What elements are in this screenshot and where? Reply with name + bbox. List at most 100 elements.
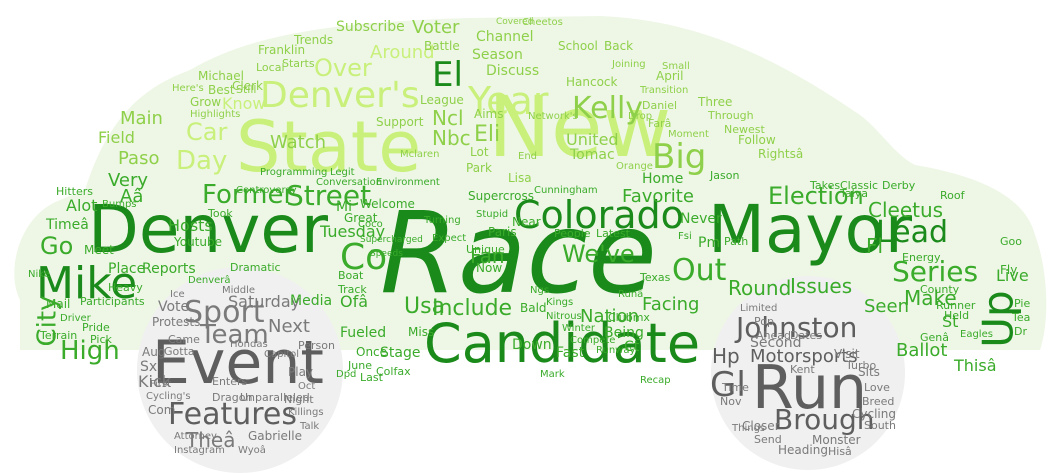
word-aa: Aâ [120, 186, 144, 207]
word-people: People [554, 227, 591, 240]
word-very: Very [108, 170, 149, 191]
word-welcome: Welcome [360, 197, 415, 211]
word-colorado: Colorado [514, 193, 684, 237]
word-back: Back [604, 39, 634, 53]
word-make: Make [904, 286, 957, 310]
word-held: Held [944, 309, 970, 322]
word-vote: Vote [158, 299, 190, 315]
word-attorney: Attorney [174, 431, 217, 442]
word-unique: Unique [466, 243, 505, 256]
word-voter: Voter [412, 17, 460, 38]
word-turbo: Turbo [846, 359, 877, 372]
word-hosts: Hosts [168, 216, 213, 235]
rear-wheel-disc [711, 276, 905, 470]
word-capitol: Capitol [264, 349, 300, 360]
word-dr: Dr [1014, 325, 1027, 338]
word-stage: Stage [380, 345, 421, 361]
word-mayor: Mayor [708, 191, 912, 268]
word-fara: Farâ [648, 117, 672, 130]
word-talya: Talya [840, 187, 868, 200]
word-newest: Newest [724, 123, 765, 136]
word-limited: Limited [740, 303, 778, 314]
word-driver: Driver [60, 313, 91, 324]
word-sits: Sits [858, 365, 880, 379]
word-gotta: Gotta [164, 345, 195, 358]
word-orange: Orange [616, 161, 653, 172]
word-go: Go [40, 232, 74, 260]
word-goo: Goo [1000, 235, 1022, 248]
word-seen: Seen [864, 296, 909, 317]
word-supercharged: Supercharged [360, 235, 423, 245]
word-breed: Breed [862, 395, 895, 408]
word-series: Series [892, 255, 979, 288]
word-transition: Transition [640, 85, 689, 96]
word-kings: Kings [546, 297, 574, 308]
word-roof: Roof [940, 189, 965, 202]
word-tuesday: Tuesday [320, 222, 386, 241]
word-never: Never [680, 211, 722, 227]
word-facing: Facing [642, 294, 700, 315]
word-expect: Expect [432, 233, 467, 244]
word-brough: Brough [774, 403, 875, 436]
word-run: Run [752, 353, 868, 423]
word-speeds: Speeds [370, 249, 403, 259]
word-media: Media [290, 293, 333, 309]
word-takes: Takes [810, 179, 841, 192]
word-kelly: Kelly [572, 91, 644, 126]
word-controversy: Controversy [236, 185, 297, 196]
word-miss: Miss [408, 325, 435, 339]
word-big: Big [652, 137, 707, 177]
word-latest: Latest [596, 227, 630, 240]
word-new: New [488, 78, 672, 176]
word-tea: Tea [1012, 311, 1031, 324]
word-last: Last [360, 371, 383, 384]
word-send: Send [754, 433, 782, 446]
word-dragon: Dragon [212, 391, 253, 404]
word-hp: Hp [712, 344, 740, 368]
word-daniel: Daniel [642, 99, 678, 112]
word-com: Com [148, 403, 176, 417]
word-fast: Fast [556, 345, 585, 361]
word-meet: Meet [84, 243, 114, 257]
word-fueled: Fueled [340, 325, 387, 341]
word-nov: Nov [720, 395, 742, 408]
word-pop: Pop [754, 315, 774, 328]
word-took: Took [208, 207, 233, 220]
word-high: High [60, 336, 120, 366]
word-networks: Network's [528, 111, 578, 122]
word-race: Race [380, 189, 657, 319]
word-ice: Ice [170, 289, 185, 300]
word-eli: Eli [474, 122, 501, 147]
word-fly: Fly [1000, 263, 1018, 277]
word-hancock: Hancock [566, 75, 618, 89]
word-alot: Alot [66, 196, 98, 215]
word-round: Round [728, 276, 792, 300]
word-ballot: Ballot [896, 340, 948, 361]
word-killings: Killings [288, 407, 324, 418]
word-unparalleled: Unparalleled [240, 391, 310, 404]
word-st: St [942, 312, 959, 331]
word-still: Still [236, 83, 257, 96]
word-april: April [656, 69, 684, 83]
word-middle: Middle [222, 285, 256, 296]
word-supercross: Supercross [468, 189, 535, 203]
word-clubmx: Clubmx [608, 311, 650, 324]
word-runner: Runner [936, 299, 976, 312]
word-denvers: Denver's [260, 75, 420, 116]
word-once: Once [356, 345, 388, 359]
word-cheetos: Cheetos [522, 17, 563, 28]
word-great: Great [344, 211, 378, 225]
word-joining: Joining [612, 59, 646, 70]
word-around: Around [370, 42, 435, 63]
word-conversation: Conversation [316, 177, 383, 188]
word-timea: Timeâ [46, 217, 89, 233]
word-car: Car [186, 118, 228, 146]
word-covered: Covered [496, 17, 534, 27]
word-cycling: Cycling [852, 407, 896, 421]
word-enters: Enters [212, 375, 248, 388]
word-thisa: Thisâ [954, 356, 997, 375]
word-lisa: Lisa [508, 171, 532, 185]
word-moment: Moment [668, 129, 709, 140]
